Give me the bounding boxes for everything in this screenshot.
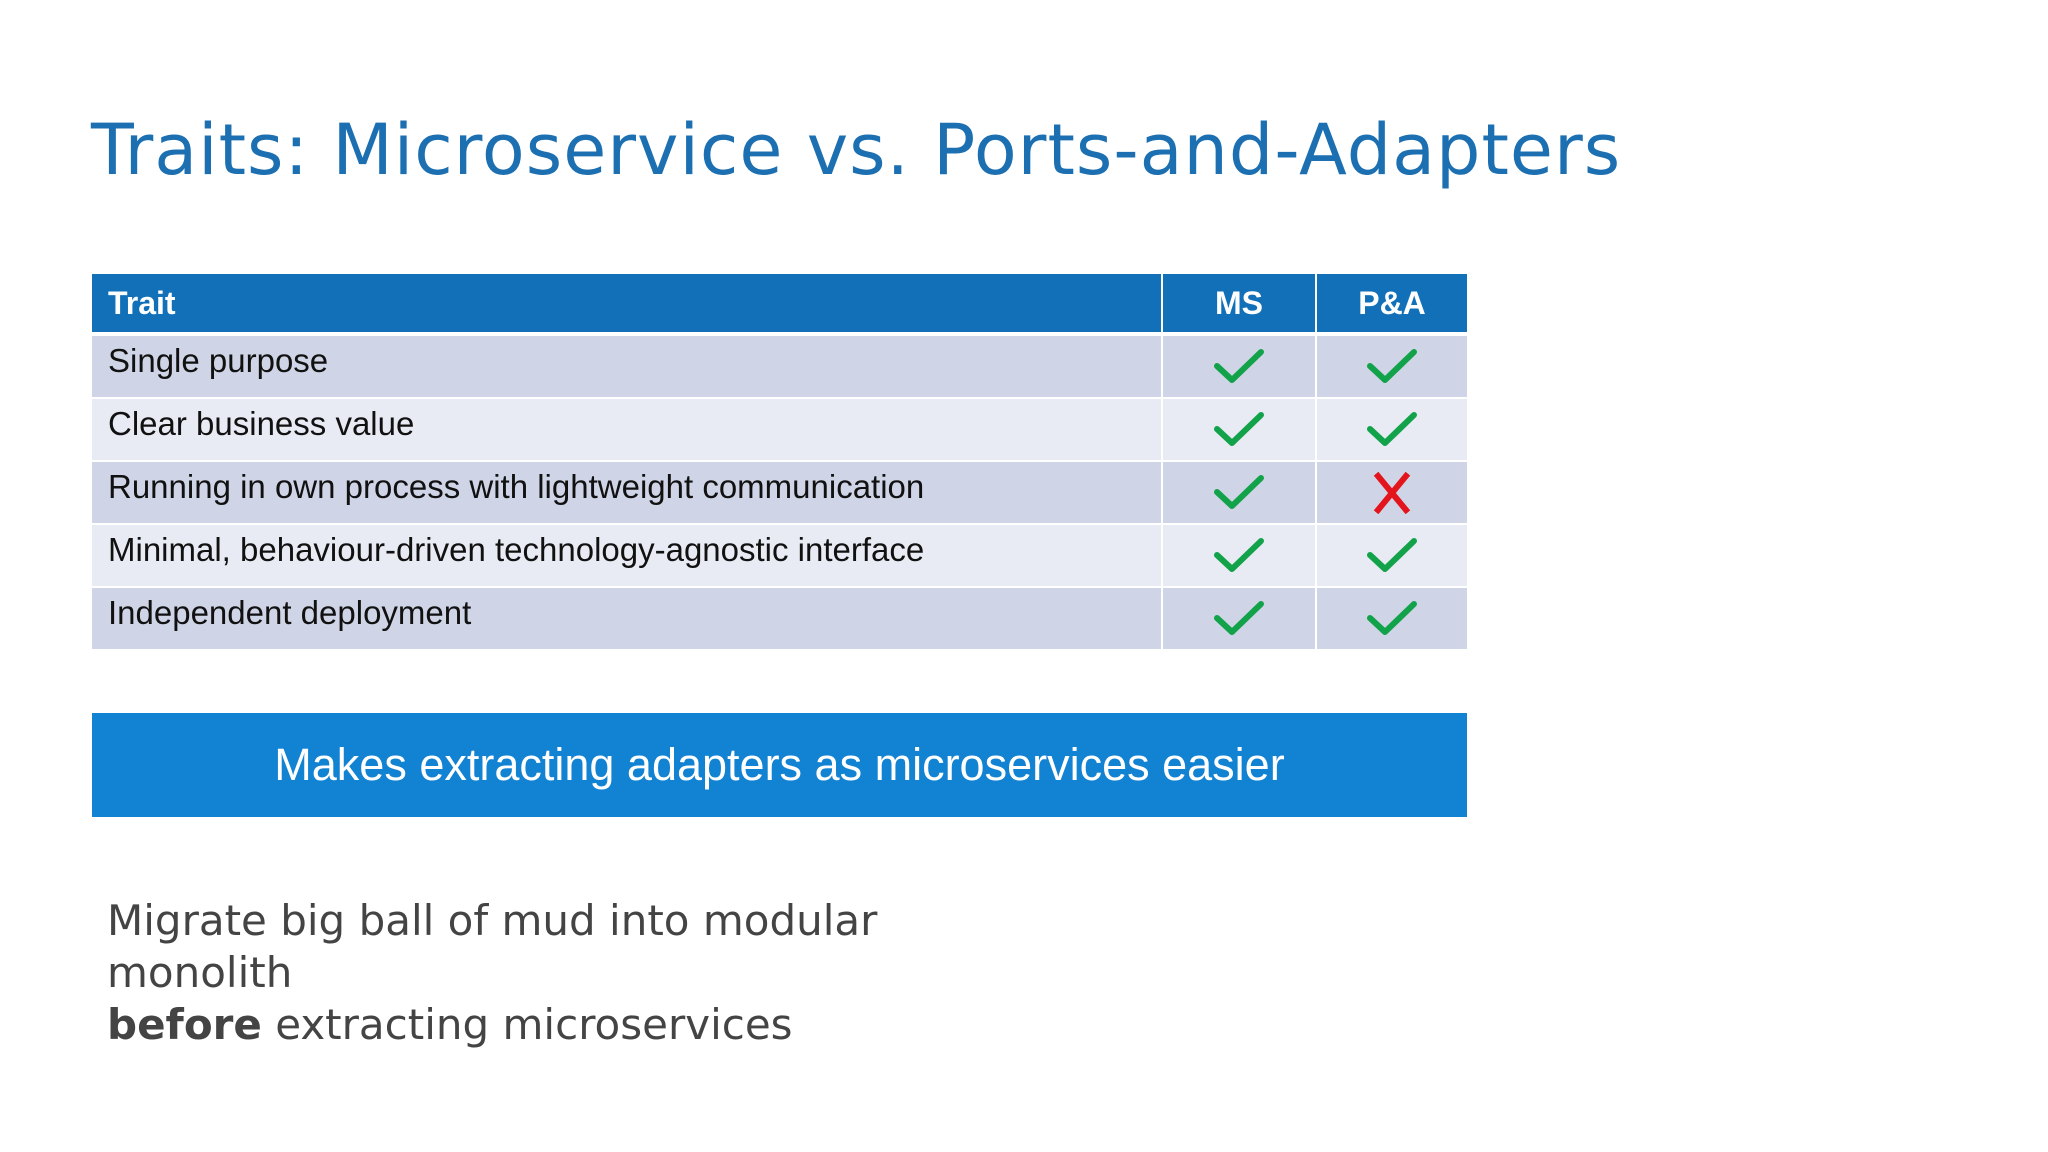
header-trait: Trait (92, 274, 1163, 336)
note-emphasis: before (107, 1000, 262, 1049)
table-row: Clear business value (92, 398, 1467, 462)
note-line-3: before extracting microservices (107, 999, 1007, 1051)
check-icon (1213, 535, 1265, 577)
table-row: Running in own process with lightweight … (92, 461, 1467, 525)
cross-icon (1366, 471, 1418, 514)
ms-cell (1162, 398, 1317, 462)
table-row: Single purpose (92, 334, 1467, 399)
pa-cell (1316, 461, 1467, 525)
trait-cell: Minimal, behaviour-driven technology-agn… (92, 524, 1163, 588)
check-icon (1213, 472, 1265, 514)
pa-cell (1316, 398, 1467, 462)
pa-cell (1316, 334, 1467, 399)
check-icon (1213, 346, 1265, 388)
trait-cell: Clear business value (92, 398, 1163, 462)
header-ms: MS (1162, 274, 1317, 336)
table-row: Minimal, behaviour-driven technology-agn… (92, 524, 1467, 588)
ms-cell (1162, 334, 1317, 399)
note-line-1: Migrate big ball of mud into modular (107, 896, 878, 945)
traits-table: Trait MS P&A Single purpose Clear busine… (92, 274, 1467, 651)
check-icon (1366, 346, 1418, 388)
check-icon (1213, 598, 1265, 640)
table-row: Independent deployment (92, 587, 1467, 651)
table-header-row: Trait MS P&A (92, 274, 1467, 336)
trait-cell: Independent deployment (92, 587, 1163, 651)
trait-cell: Running in own process with lightweight … (92, 461, 1163, 525)
check-icon (1366, 598, 1418, 640)
migration-note: Migrate big ball of mud into modular mon… (107, 895, 1007, 1051)
ms-cell (1162, 461, 1317, 525)
slide-title: Traits: Microservice vs. Ports-and-Adapt… (91, 109, 1622, 191)
check-icon (1366, 409, 1418, 451)
note-line-3-rest: extracting microservices (261, 1000, 793, 1049)
ms-cell (1162, 587, 1317, 651)
check-icon (1213, 409, 1265, 451)
header-pa: P&A (1316, 274, 1467, 336)
trait-cell: Single purpose (92, 334, 1163, 399)
check-icon (1366, 535, 1418, 577)
pa-cell (1316, 524, 1467, 588)
note-line-2: monolith (107, 948, 293, 997)
ms-cell (1162, 524, 1317, 588)
summary-banner: Makes extracting adapters as microservic… (92, 713, 1467, 817)
pa-cell (1316, 587, 1467, 651)
